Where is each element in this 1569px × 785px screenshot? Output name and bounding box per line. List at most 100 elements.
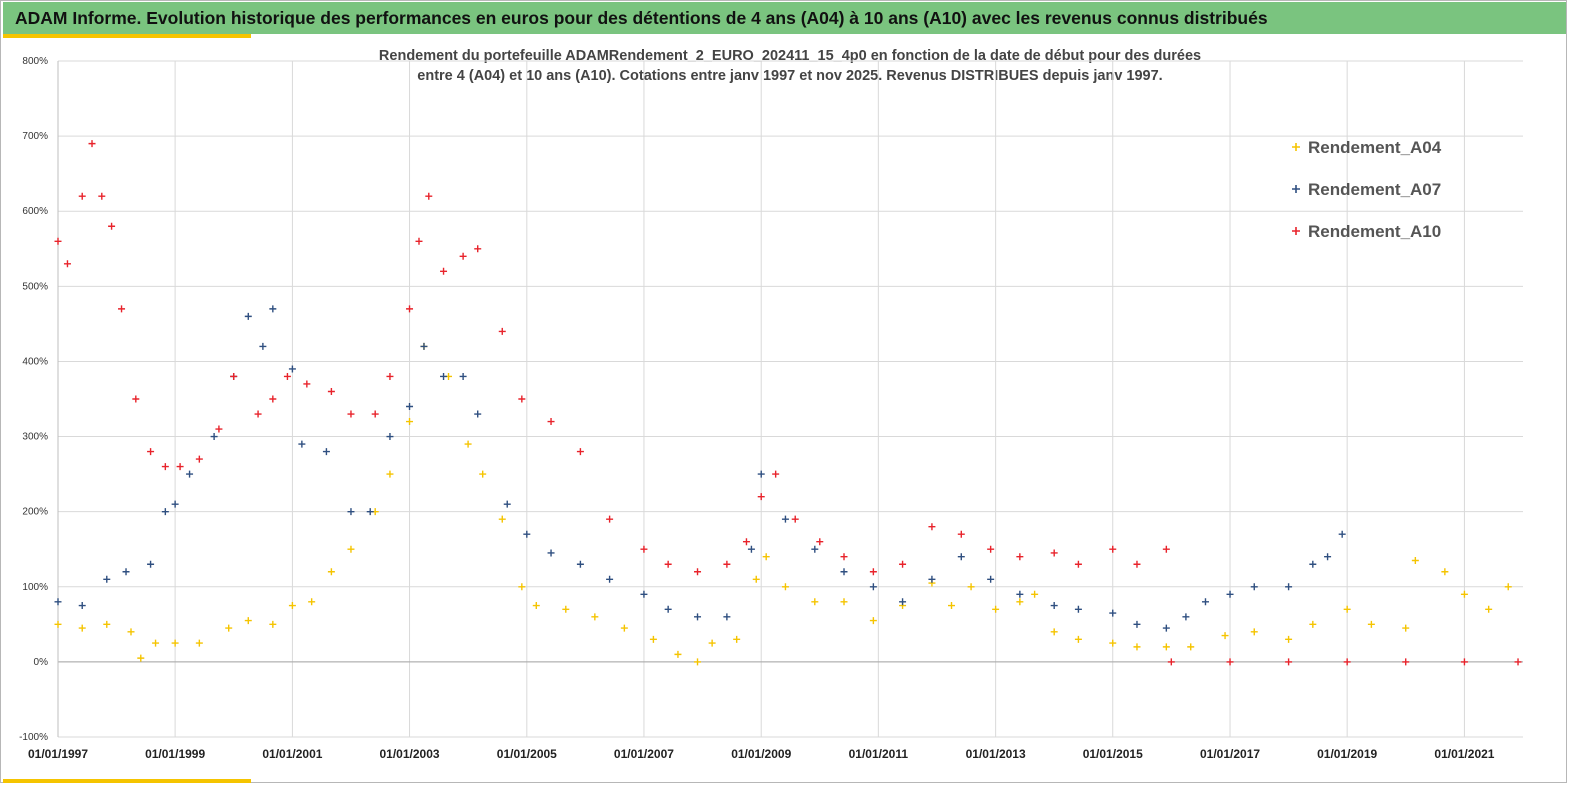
series-Rendement_A07	[54, 305, 1346, 632]
chart-title-line2: entre 4 (A04) et 10 ans (A10). Cotations…	[417, 68, 1163, 84]
data-point	[811, 598, 819, 606]
data-point	[118, 305, 126, 313]
data-point	[899, 560, 907, 568]
data-point	[78, 624, 86, 632]
data-point	[928, 523, 936, 531]
data-point	[244, 617, 252, 625]
data-point	[1460, 658, 1468, 666]
data-point	[606, 515, 614, 523]
data-point	[772, 470, 780, 478]
accent-bar-bottom	[3, 779, 251, 783]
data-point	[674, 650, 682, 658]
data-point	[63, 260, 71, 268]
data-point	[283, 372, 291, 380]
data-point	[723, 613, 731, 621]
data-point	[498, 515, 506, 523]
page-title: ADAM Informe. Evolution historique des p…	[15, 8, 1268, 28]
data-point	[98, 192, 106, 200]
x-tick-label: 01/01/2003	[379, 747, 439, 761]
accent-bar-top	[3, 34, 251, 38]
data-point	[327, 387, 335, 395]
y-tick-label: 0%	[34, 657, 49, 668]
data-point	[869, 617, 877, 625]
data-point	[562, 605, 570, 613]
data-point	[1504, 583, 1512, 591]
legend-label: Rendement_A04	[1308, 138, 1442, 157]
data-point	[899, 598, 907, 606]
data-point	[1402, 658, 1410, 666]
data-point	[327, 568, 335, 576]
data-point	[518, 395, 526, 403]
header-banner: ADAM Informe. Evolution historique des p…	[3, 2, 1566, 34]
data-point	[1411, 556, 1419, 564]
data-point	[386, 470, 394, 478]
data-point	[694, 658, 702, 666]
data-point	[1402, 624, 1410, 632]
data-point	[347, 410, 355, 418]
data-point	[474, 245, 482, 253]
data-point	[840, 568, 848, 576]
data-point	[186, 470, 194, 478]
legend-item: Rendement_A10	[1292, 222, 1441, 241]
data-point	[762, 553, 770, 561]
data-point	[723, 560, 731, 568]
x-tick-label: 01/01/2005	[497, 747, 557, 761]
y-tick-label: 400%	[22, 356, 48, 367]
data-point	[649, 635, 657, 643]
data-point	[1050, 628, 1058, 636]
data-point	[948, 602, 956, 610]
data-point	[479, 470, 487, 478]
data-point	[1367, 620, 1375, 628]
data-point	[371, 410, 379, 418]
data-point	[992, 605, 1000, 613]
legend-marker	[1292, 185, 1300, 193]
data-point	[591, 613, 599, 621]
data-point	[694, 568, 702, 576]
data-point	[122, 568, 130, 576]
data-point	[620, 624, 628, 632]
data-point	[1016, 598, 1024, 606]
data-point	[459, 372, 467, 380]
data-point	[78, 602, 86, 610]
data-point	[1016, 590, 1024, 598]
data-point	[840, 598, 848, 606]
data-point	[869, 568, 877, 576]
data-point	[811, 545, 819, 553]
legend-item: Rendement_A07	[1292, 180, 1441, 199]
data-point	[498, 327, 506, 335]
data-point	[1460, 590, 1468, 598]
data-point	[474, 410, 482, 418]
y-tick-label: 500%	[22, 281, 48, 292]
y-tick-label: 100%	[22, 582, 48, 593]
data-point	[103, 620, 111, 628]
data-point	[1031, 590, 1039, 598]
data-point	[1250, 583, 1258, 591]
y-tick-label: 200%	[22, 507, 48, 518]
chart-title-line1: Rendement du portefeuille ADAMRendement_…	[378, 48, 1202, 64]
data-point	[747, 545, 755, 553]
data-point	[1324, 553, 1332, 561]
grid-layer	[57, 60, 1523, 738]
data-point	[987, 545, 995, 553]
data-point	[757, 470, 765, 478]
data-point	[967, 583, 975, 591]
data-point	[176, 463, 184, 471]
data-point	[259, 342, 267, 350]
data-point	[171, 639, 179, 647]
data-point	[1226, 590, 1234, 598]
data-point	[108, 222, 116, 230]
x-tick-label: 01/01/2017	[1200, 747, 1260, 761]
data-point	[298, 440, 306, 448]
data-point	[547, 418, 555, 426]
data-point	[664, 605, 672, 613]
data-point	[210, 433, 218, 441]
series-Rendement_A04	[54, 342, 1512, 666]
data-point	[928, 575, 936, 583]
data-point	[1250, 628, 1258, 636]
data-point	[869, 583, 877, 591]
data-point	[708, 639, 716, 647]
legend-marker	[1292, 143, 1300, 151]
x-tick-label: 01/01/2021	[1434, 747, 1494, 761]
data-point	[503, 500, 511, 508]
